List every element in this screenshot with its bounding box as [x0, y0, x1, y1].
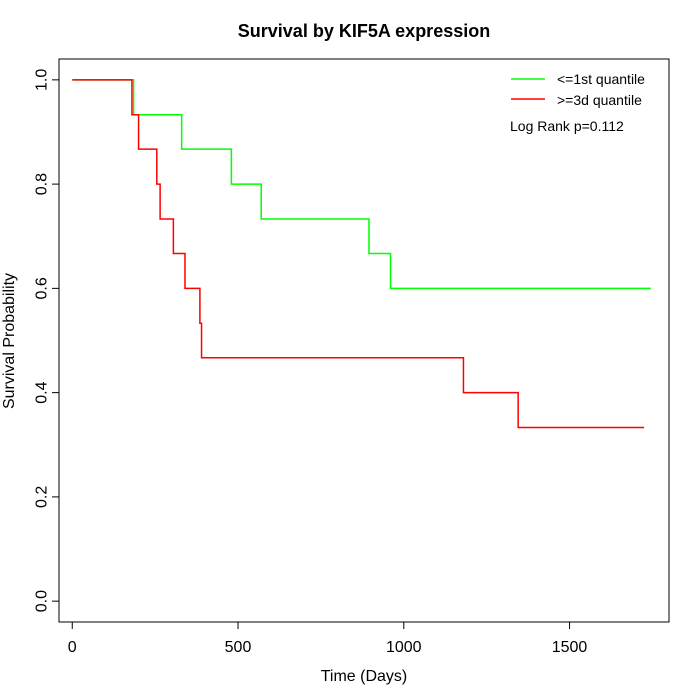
legend-label-low: <=1st quantile: [557, 71, 645, 87]
log-rank-annotation: Log Rank p=0.112: [510, 118, 624, 134]
y-tick-label: 0.6: [34, 277, 51, 299]
chart-title: Survival by KIF5A expression: [238, 21, 490, 41]
y-tick-label: 0.2: [34, 486, 51, 508]
plot-frame: [58, 58, 670, 623]
legend-label-high: >=3d quantile: [557, 92, 642, 108]
x-tick-label: 500: [225, 639, 252, 656]
y-tick-label: 0.4: [34, 381, 51, 403]
y-tick-label: 1.0: [34, 69, 51, 91]
legend: <=1st quantile >=3d quantile Log Rank p=…: [510, 71, 645, 134]
y-tick-label: 0.8: [34, 173, 51, 195]
y-axis-label: Survival Probability: [1, 273, 18, 409]
y-axis: 0.0 0.2 0.4 0.6 0.8 1.0: [34, 69, 60, 612]
x-axis-label: Time (Days): [321, 668, 408, 685]
x-tick-label: 1000: [386, 639, 422, 656]
x-tick-label: 0: [68, 639, 77, 656]
y-tick-label: 0.0: [34, 590, 51, 612]
survival-curve-high-expression: [72, 79, 645, 429]
x-axis: 0 500 1000 1500: [68, 621, 588, 656]
series-layer: [72, 79, 651, 429]
survival-curve-low-expression: [72, 79, 651, 290]
x-tick-label: 1500: [552, 639, 588, 656]
